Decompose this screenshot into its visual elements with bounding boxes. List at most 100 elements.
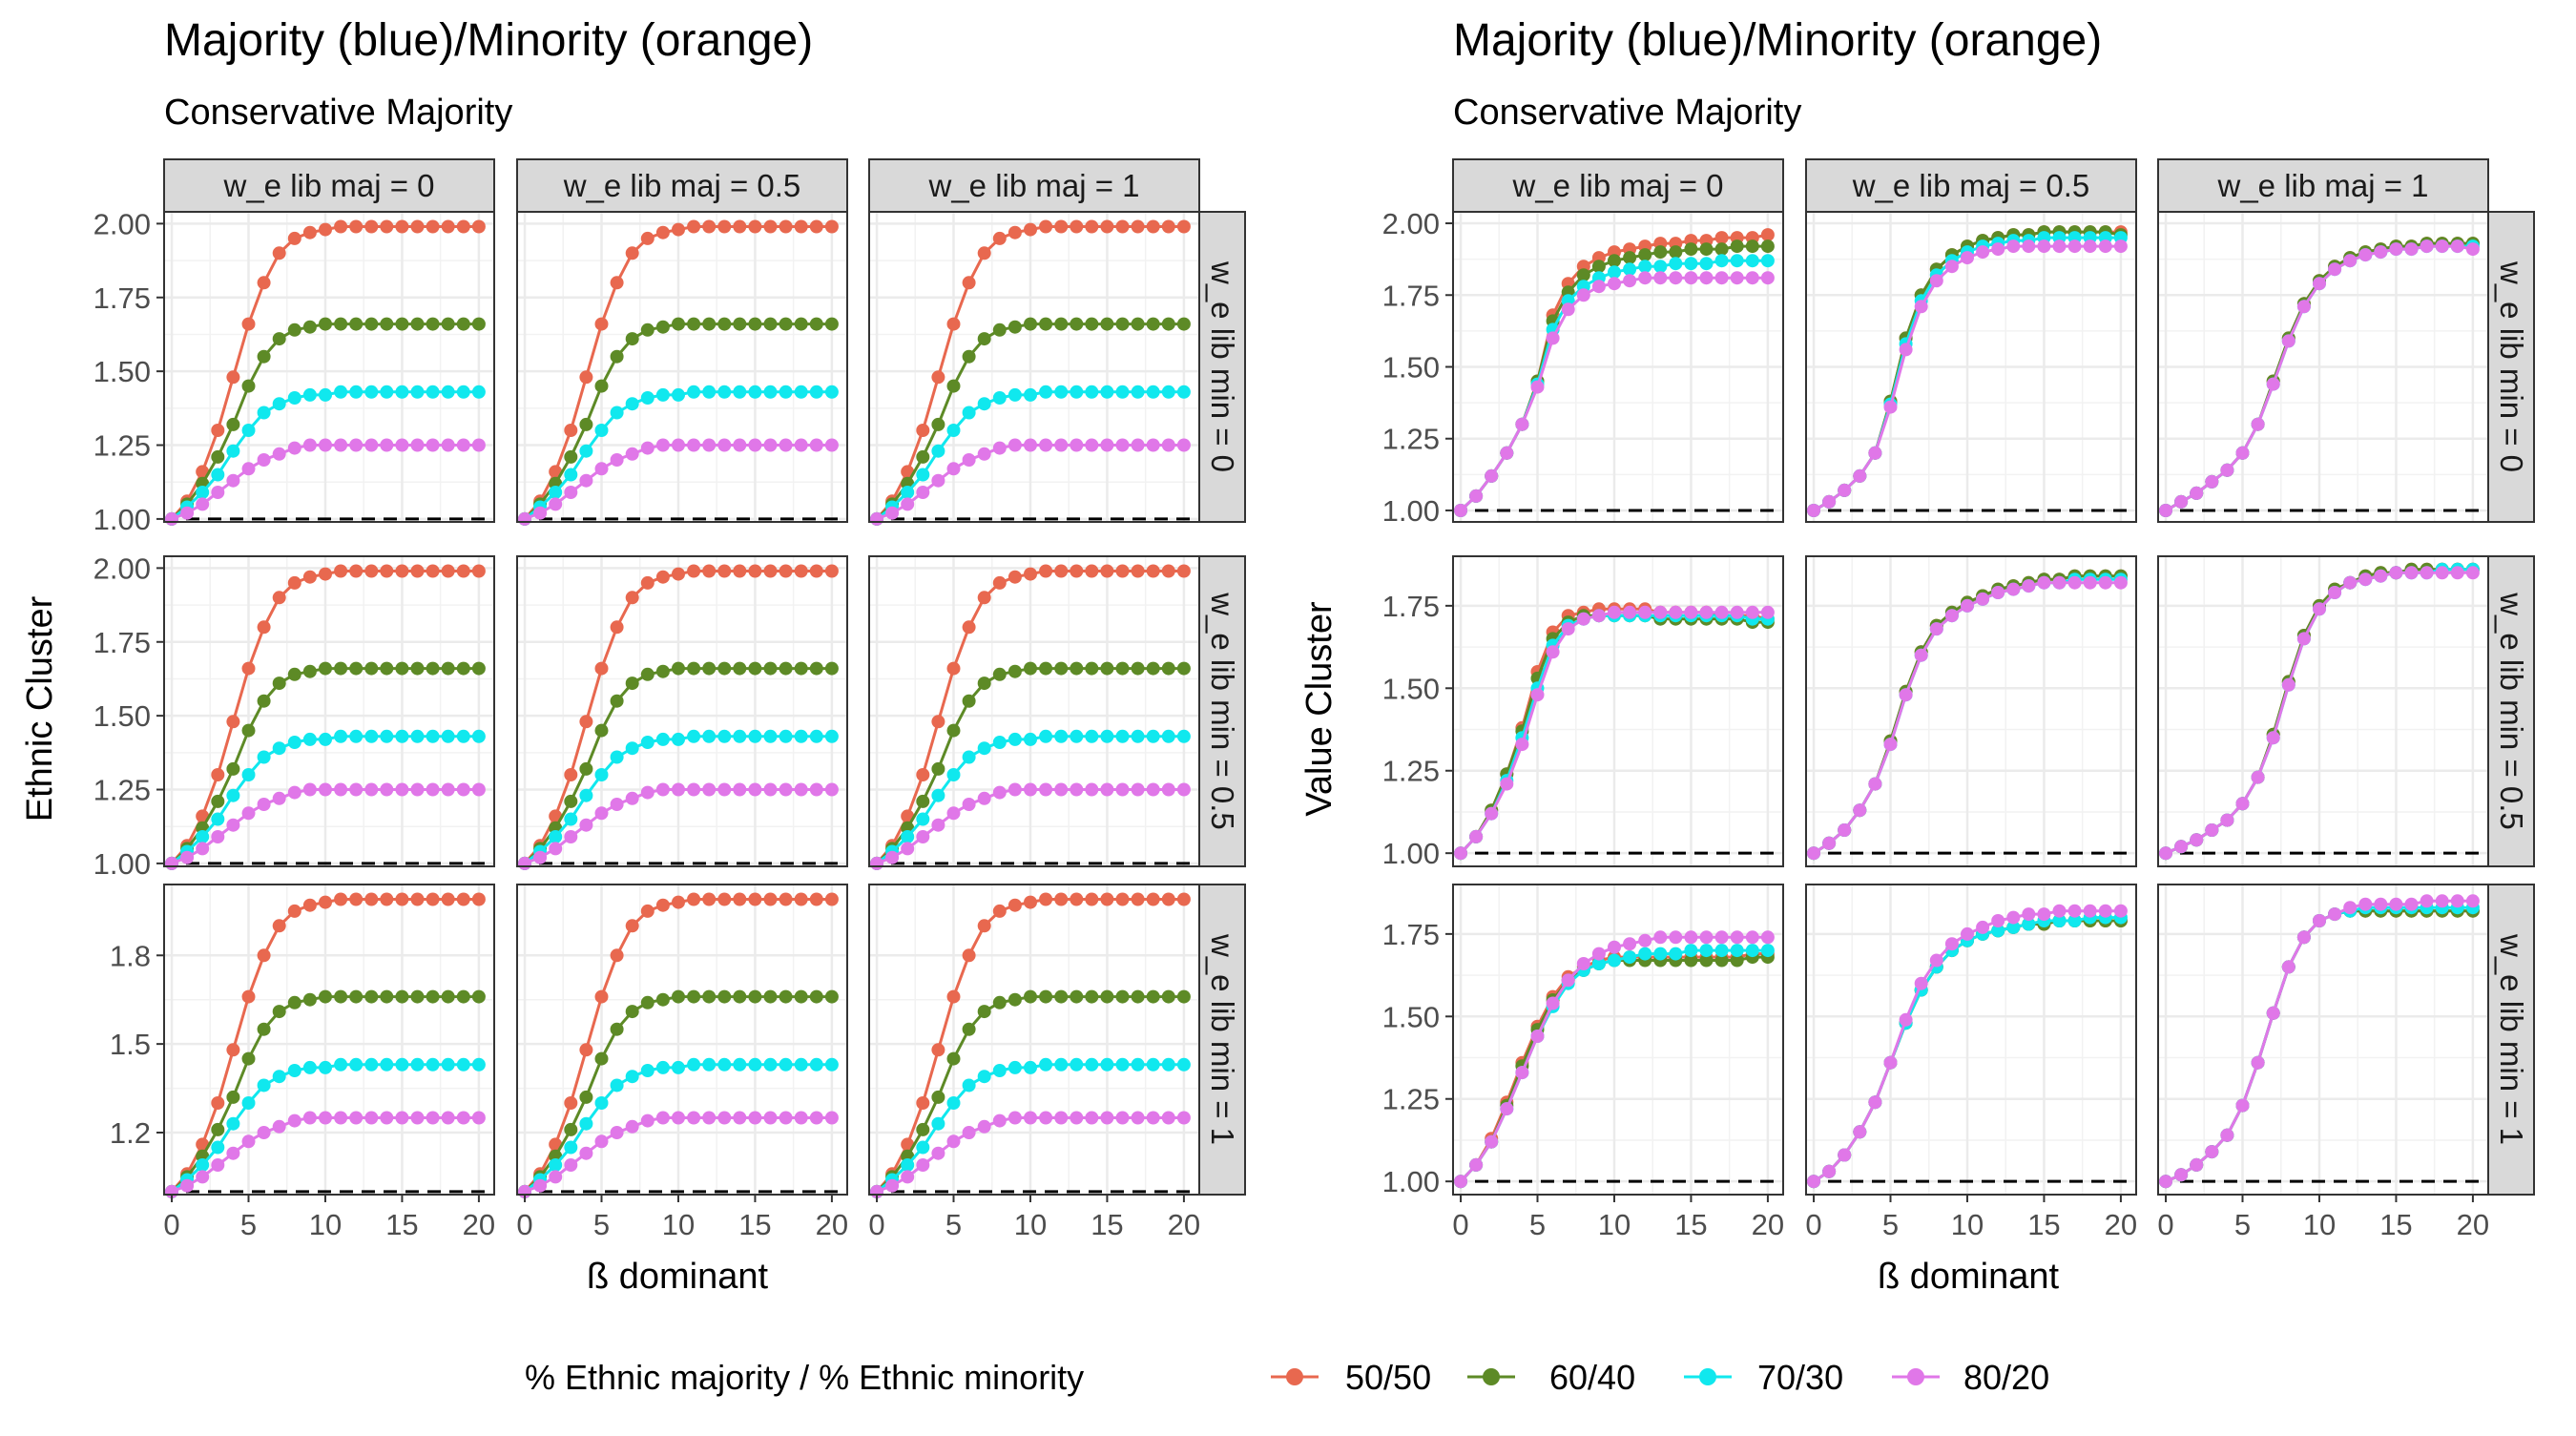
data-point xyxy=(211,486,225,499)
data-point xyxy=(1070,989,1084,1004)
data-point xyxy=(1100,1111,1114,1125)
data-point xyxy=(1623,274,1637,288)
data-point xyxy=(655,570,670,584)
data-point xyxy=(2404,897,2419,911)
data-point xyxy=(717,661,732,676)
data-point xyxy=(456,892,470,906)
data-point xyxy=(319,1111,332,1125)
data-point xyxy=(334,564,348,578)
legend-label: 60/40 xyxy=(1549,1358,1635,1397)
data-point xyxy=(809,782,823,797)
data-point xyxy=(916,1158,930,1172)
x-tick-label: 0 xyxy=(2157,1208,2173,1241)
x-tick-label: 0 xyxy=(516,1208,532,1241)
x-tick-label: 5 xyxy=(593,1208,610,1241)
data-point xyxy=(1070,317,1084,331)
data-point xyxy=(1699,242,1714,257)
data-point xyxy=(533,506,548,520)
data-point xyxy=(1991,242,2005,257)
left-chart-title: Majority (blue)/Minority (orange) xyxy=(164,15,813,66)
data-point xyxy=(1131,564,1145,578)
data-point xyxy=(625,1119,639,1134)
data-point xyxy=(1730,944,1744,958)
data-point xyxy=(1576,612,1590,626)
data-point xyxy=(579,473,593,488)
data-point xyxy=(334,438,348,452)
data-point xyxy=(687,438,701,452)
data-point xyxy=(824,385,839,399)
data-point xyxy=(211,794,225,808)
data-point xyxy=(564,424,578,437)
data-point xyxy=(687,892,701,906)
data-point xyxy=(655,782,670,797)
data-point xyxy=(885,850,900,864)
facet-panel xyxy=(516,211,848,526)
data-point xyxy=(564,1122,578,1136)
data-point xyxy=(211,812,225,826)
data-point xyxy=(2374,245,2388,260)
data-point xyxy=(946,462,961,476)
data-point xyxy=(410,989,425,1004)
data-point xyxy=(196,842,210,856)
data-point xyxy=(395,1111,409,1125)
data-point xyxy=(2389,566,2403,580)
data-point xyxy=(1131,782,1145,797)
data-point xyxy=(287,785,301,800)
data-point xyxy=(549,842,563,856)
data-point xyxy=(1024,989,1037,1004)
data-point xyxy=(1100,564,1114,578)
data-point xyxy=(672,1111,685,1125)
data-point xyxy=(180,506,195,520)
data-point xyxy=(594,989,609,1004)
data-point xyxy=(733,989,747,1004)
data-point xyxy=(779,892,793,906)
facet-panel: 0 5 10 15 20 xyxy=(1805,884,2137,1241)
data-point xyxy=(2205,474,2219,489)
data-point xyxy=(272,741,286,756)
data-point xyxy=(763,1057,778,1072)
data-point xyxy=(640,391,654,405)
data-point xyxy=(2006,910,2021,925)
data-point xyxy=(763,661,778,676)
data-point xyxy=(625,397,639,411)
row-strip-label: w_e lib min = 0.5 xyxy=(1205,592,1240,830)
data-point xyxy=(1500,777,1514,791)
data-point xyxy=(272,1119,286,1134)
data-point xyxy=(1039,782,1053,797)
data-point xyxy=(594,1096,609,1110)
data-point xyxy=(1684,953,1698,968)
data-point xyxy=(733,892,747,906)
data-point xyxy=(946,317,961,331)
data-point xyxy=(1515,417,1529,431)
data-point xyxy=(640,441,654,455)
data-point xyxy=(1684,257,1698,271)
data-point xyxy=(1115,892,1130,906)
data-point xyxy=(992,785,1007,800)
data-point xyxy=(992,1113,1007,1128)
data-point xyxy=(579,1090,593,1104)
panel-border xyxy=(868,555,1200,867)
data-point xyxy=(625,919,639,933)
data-point xyxy=(471,989,486,1004)
chart-value-cluster: w_e lib maj = 0 w_e lib maj = 0.5 w_e lib … xyxy=(1382,158,2535,1241)
data-point xyxy=(319,387,332,402)
data-point xyxy=(594,723,609,738)
data-point xyxy=(702,564,717,578)
data-point xyxy=(733,438,747,452)
data-point xyxy=(1638,933,1652,947)
data-point xyxy=(257,1126,271,1139)
data-point xyxy=(272,919,286,933)
data-point xyxy=(687,1057,701,1072)
data-point xyxy=(426,1111,440,1125)
data-point xyxy=(763,564,778,578)
data-point xyxy=(977,1005,991,1019)
data-point xyxy=(2313,602,2326,616)
data-point xyxy=(1669,245,1683,260)
data-point xyxy=(1760,930,1775,945)
data-point xyxy=(241,1051,256,1066)
data-point xyxy=(1100,892,1114,906)
data-point xyxy=(1669,947,1683,961)
data-point xyxy=(1669,271,1683,285)
data-point xyxy=(1944,609,1959,623)
data-point xyxy=(992,904,1007,918)
